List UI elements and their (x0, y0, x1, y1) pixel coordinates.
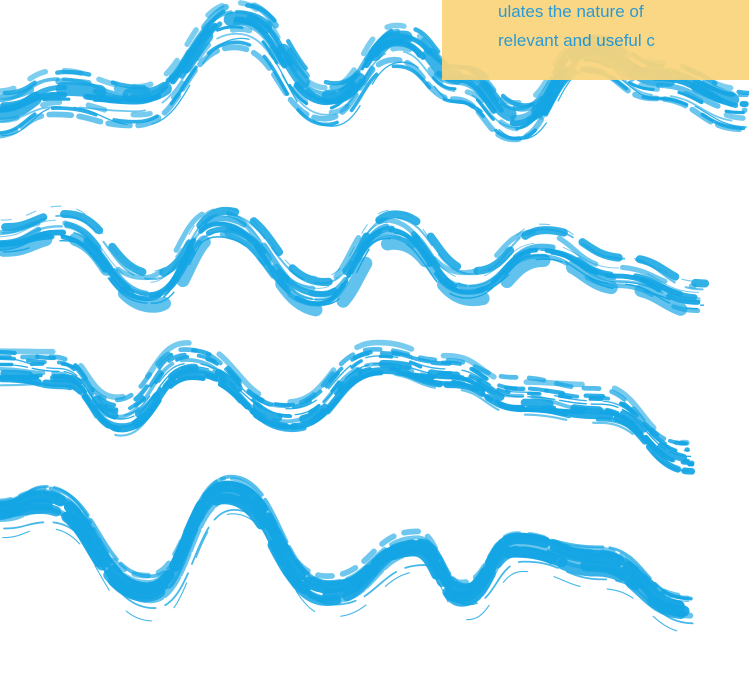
brush-stroke (0, 37, 749, 140)
brush-stroke (2, 513, 694, 634)
brush-stroke (0, 354, 693, 455)
brush-stroke (0, 371, 693, 473)
brush-stroke (0, 215, 705, 299)
brush-stroke (0, 230, 701, 314)
brush-stroke (3, 508, 695, 625)
brush-stroke (0, 362, 692, 458)
brush-stroke (0, 0, 749, 106)
brush-stroke (0, 215, 700, 293)
callout-box: ulates the nature of relevant and useful… (442, 0, 749, 80)
brush-stroke (0, 208, 697, 291)
brush-stroke (0, 496, 694, 619)
brush-stroke (0, 474, 693, 601)
brush-stroke (0, 346, 687, 446)
callout-text: relevant and useful c (498, 31, 655, 50)
brush-stroke (1, 212, 704, 291)
brush-stroke (0, 370, 695, 467)
callout-text: ulates the nature of (498, 2, 644, 21)
brush-stroke (0, 484, 690, 602)
brush-stroke (0, 493, 690, 617)
brush-stroke (0, 347, 690, 452)
